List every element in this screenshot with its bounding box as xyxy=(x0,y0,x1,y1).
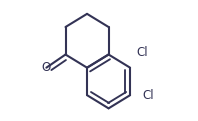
Text: Cl: Cl xyxy=(142,89,154,102)
Text: O: O xyxy=(42,61,51,74)
Text: Cl: Cl xyxy=(136,46,148,59)
